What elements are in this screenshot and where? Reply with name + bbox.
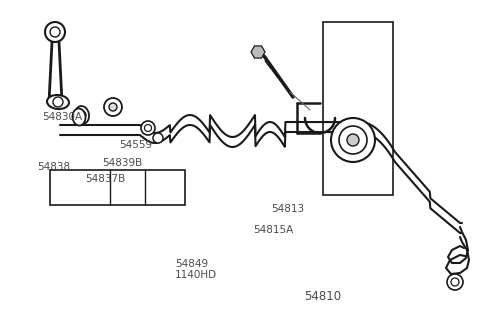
Circle shape — [104, 98, 122, 116]
Circle shape — [109, 103, 117, 111]
Circle shape — [78, 111, 86, 119]
Ellipse shape — [75, 106, 89, 124]
Circle shape — [347, 134, 359, 146]
Circle shape — [339, 126, 367, 154]
Circle shape — [447, 274, 463, 290]
Circle shape — [53, 97, 63, 107]
Text: 54559: 54559 — [119, 140, 152, 150]
Ellipse shape — [72, 108, 85, 125]
Text: 54813: 54813 — [271, 204, 304, 214]
Circle shape — [451, 278, 459, 286]
Text: 54810: 54810 — [304, 290, 341, 303]
Polygon shape — [251, 46, 265, 58]
Ellipse shape — [47, 95, 69, 109]
Circle shape — [141, 121, 155, 135]
Text: 54830A: 54830A — [42, 112, 83, 122]
Text: 54837B: 54837B — [85, 174, 126, 184]
Text: 54839B: 54839B — [102, 158, 143, 168]
Bar — [50, 170, 185, 205]
Text: 54838: 54838 — [37, 162, 71, 173]
Text: 54815A: 54815A — [253, 225, 294, 235]
Circle shape — [45, 22, 65, 42]
Circle shape — [153, 133, 163, 143]
Circle shape — [50, 27, 60, 37]
Text: 54849
1140HD: 54849 1140HD — [175, 259, 217, 280]
Circle shape — [144, 124, 152, 131]
Bar — [323, 22, 393, 195]
Circle shape — [331, 118, 375, 162]
